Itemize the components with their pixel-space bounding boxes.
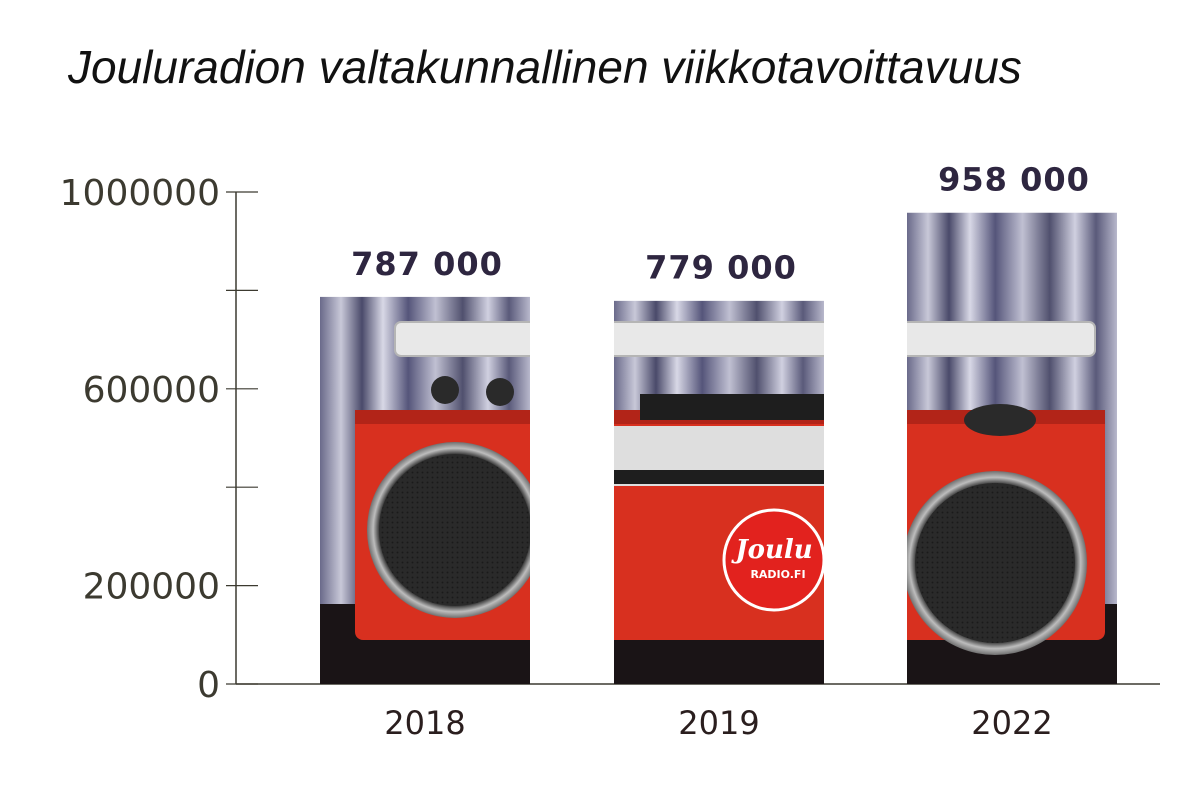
knob-icon (964, 404, 1036, 436)
boombox-handle (907, 321, 1096, 357)
jouluradio-logo (722, 508, 824, 612)
y-tick-label: 600000 (83, 370, 220, 411)
x-tick-label: 2019 (678, 704, 759, 742)
x-tick-label: 2018 (384, 704, 465, 742)
y-tick-labels: 0 200000 600000 1000000 (60, 173, 220, 706)
cassette-buttons (640, 394, 824, 420)
knob-icon (431, 376, 459, 404)
data-label: 787 000 (351, 245, 503, 283)
y-ticks (226, 191, 258, 685)
bar-2019: Joulu RADIO.FI (614, 300, 824, 684)
boombox-top-edge (355, 410, 530, 424)
chart-title: Jouluradion valtakunnallinen viikkotavoi… (68, 41, 1022, 93)
boombox-handle (394, 321, 530, 357)
logo-text: Joulu (730, 535, 812, 565)
boombox-handle (614, 321, 824, 357)
x-tick-labels: 2018 2019 2022 (384, 704, 1052, 742)
speaker-left-mesh (379, 454, 530, 606)
data-labels: 787 000 779 000 958 000 (351, 161, 1090, 287)
y-tick-label: 0 (197, 665, 220, 706)
data-label: 779 000 (645, 249, 797, 287)
data-label: 958 000 (938, 161, 1090, 199)
y-tick-label: 200000 (83, 567, 220, 608)
y-tick-label: 1000000 (60, 173, 220, 214)
x-tick-label: 2022 (971, 704, 1052, 742)
tuner-strip (614, 470, 824, 484)
logo-subtext: RADIO.FI (750, 568, 805, 581)
speaker-right-mesh (915, 483, 1075, 643)
knob-icon (486, 378, 514, 406)
